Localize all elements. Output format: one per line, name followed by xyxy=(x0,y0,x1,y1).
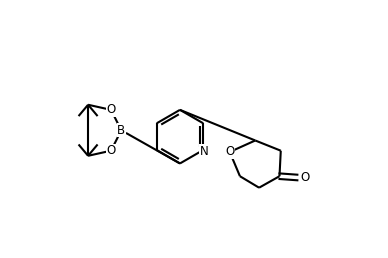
Text: O: O xyxy=(106,103,116,116)
Text: B: B xyxy=(117,124,125,137)
Text: N: N xyxy=(200,145,209,158)
Text: O: O xyxy=(300,171,309,184)
Text: O: O xyxy=(106,144,116,157)
Text: O: O xyxy=(225,146,234,158)
